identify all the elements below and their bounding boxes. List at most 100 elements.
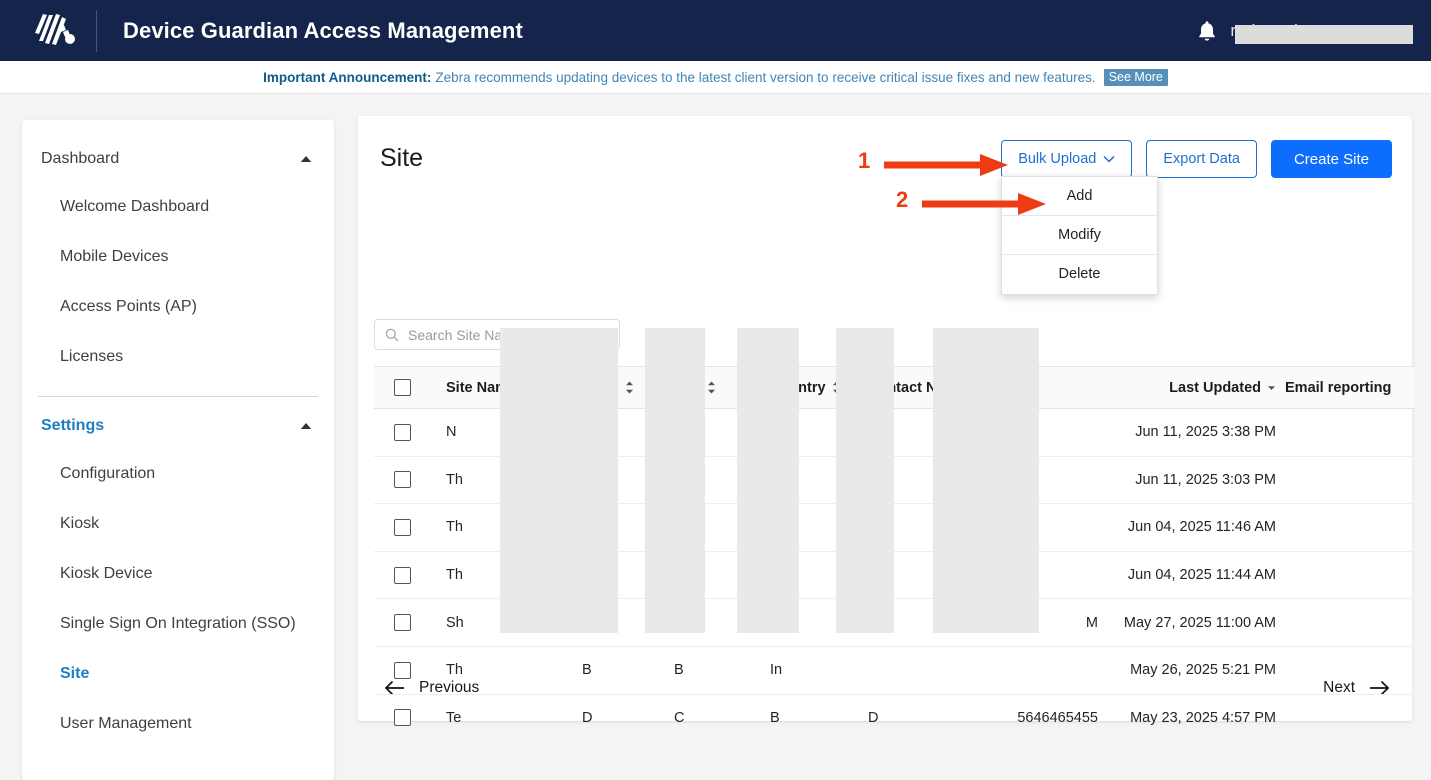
dropdown-item-modify[interactable]: Modify: [1002, 216, 1157, 255]
announcement-message: Zebra recommends updating devices to the…: [435, 69, 1096, 85]
top-bar-right-group: redacted-user-name: [1196, 0, 1414, 61]
cell-site-name: N: [430, 408, 582, 457]
announcement-label: Important Announcement:: [263, 69, 432, 85]
dropdown-item-add[interactable]: Add: [1002, 177, 1157, 216]
cell-phone: [988, 408, 1102, 457]
notification-bell-icon[interactable]: [1196, 19, 1218, 43]
sidebar-item-configuration[interactable]: Configuration: [22, 449, 334, 499]
sort-icon[interactable]: [522, 381, 531, 394]
sidebar-item-sso[interactable]: Single Sign On Integration (SSO): [22, 599, 334, 649]
column-select-all: [374, 366, 430, 409]
column-site-name-label: Site Name: [446, 379, 517, 396]
sidebar-group-settings[interactable]: Settings: [22, 403, 334, 449]
select-all-checkbox[interactable]: [393, 379, 411, 396]
cell-country: In: [770, 551, 868, 600]
cell-country: B: [770, 694, 868, 740]
sidebar-item-access-points[interactable]: Access Points (AP): [22, 282, 334, 332]
cell-email-reporting: 12:00 A: [1284, 598, 1415, 647]
table-row[interactable]: Th B B In Jun 04, 2025 11:46 AM 12:00 A: [374, 503, 1415, 552]
zebra-logo-icon[interactable]: [26, 11, 86, 51]
cell-last-updated: May 26, 2025 5:21 PM: [1102, 646, 1284, 695]
table-row[interactable]: Th B B In Jun 04, 2025 11:44 AM 12:00 A: [374, 551, 1415, 600]
table-row[interactable]: Th B B In Jun 11, 2025 3:03 PM 12:00 A: [374, 456, 1415, 505]
sidebar-item-welcome-dashboard[interactable]: Welcome Dashboard: [22, 182, 334, 232]
cell-email-reporting: 12:00 A: [1284, 408, 1415, 457]
row-checkbox-cell: [374, 408, 430, 457]
panel-action-buttons: Bulk Upload Export Data Create Site: [1001, 140, 1392, 178]
row-checkbox[interactable]: [393, 614, 411, 632]
row-checkbox-cell: [374, 503, 430, 552]
sidebar-item-mobile-devices[interactable]: Mobile Devices: [22, 232, 334, 282]
export-data-button[interactable]: Export Data: [1146, 140, 1257, 178]
user-menu[interactable]: redacted-user-name: [1230, 21, 1414, 44]
table-row[interactable]: Sh b in U M May 27, 2025 11:00 AM 12:00 …: [374, 598, 1415, 647]
column-last-updated[interactable]: Last Updated: [1102, 366, 1284, 409]
sidebar-item-site[interactable]: Site: [22, 649, 334, 699]
chevron-up-icon[interactable]: [300, 155, 312, 163]
cell-site-name: Th: [430, 646, 582, 695]
table-header: Site Name Town: [374, 366, 1415, 409]
cell-phone: M: [988, 598, 1102, 647]
cell-last-updated: Jun 04, 2025 11:46 AM: [1102, 503, 1284, 552]
sort-icon[interactable]: [625, 381, 634, 394]
row-checkbox[interactable]: [393, 566, 411, 584]
column-site-name[interactable]: Site Name: [430, 366, 582, 409]
table-row[interactable]: Te D C B D 5646465455 May 23, 2025 4:57 …: [374, 694, 1415, 740]
table-row[interactable]: N b in Jun 11, 2025 3:38 PM 12:00 A: [374, 408, 1415, 457]
sidebar-item-licenses[interactable]: Licenses: [22, 332, 334, 382]
cell-last-updated: May 27, 2025 11:00 AM: [1102, 598, 1284, 647]
app-title: Device Guardian Access Management: [123, 17, 523, 43]
row-checkbox[interactable]: [393, 471, 411, 489]
sort-icon[interactable]: [832, 381, 841, 394]
cell-phone: [988, 456, 1102, 505]
sidebar-item-label: Welcome Dashboard: [60, 198, 210, 215]
row-checkbox[interactable]: [393, 423, 411, 441]
cell-phone: [988, 551, 1102, 600]
table-row[interactable]: Th B B In May 26, 2025 5:21 PM 12:00 A: [374, 646, 1415, 695]
dropdown-item-delete[interactable]: Delete: [1058, 266, 1101, 282]
row-checkbox-cell: [374, 598, 430, 647]
sidebar-item-kiosk-device[interactable]: Kiosk Device: [22, 549, 334, 599]
column-phone: [988, 366, 1102, 409]
bulk-upload-dropdown-menu: Add Modify Delete: [1001, 176, 1158, 295]
cell-town: [582, 408, 674, 457]
sidebar-item-label: Single Sign On Integration (SSO): [60, 615, 296, 632]
column-contact-name[interactable]: Contact Name: [868, 366, 988, 409]
sort-icon[interactable]: [707, 381, 716, 394]
cell-contact-name: [868, 551, 988, 600]
sort-desc-icon[interactable]: [1267, 381, 1276, 394]
chevron-up-icon[interactable]: [300, 422, 312, 430]
search-site-name-input[interactable]: Search Site Name: [374, 319, 620, 350]
create-site-button[interactable]: Create Site: [1270, 140, 1392, 178]
see-more-button[interactable]: See More: [1103, 68, 1168, 86]
panel-header: Site Bulk Upload Export Data Create Site: [358, 116, 1412, 212]
row-checkbox[interactable]: [393, 518, 411, 536]
row-checkbox[interactable]: [393, 661, 411, 679]
sidebar-group-dashboard[interactable]: Dashboard: [22, 136, 334, 182]
cell-town: [582, 598, 674, 647]
sidebar-group-settings-label: Settings: [41, 417, 105, 434]
row-checkbox[interactable]: [393, 709, 411, 727]
sidebar-item-user-management[interactable]: User Management: [22, 699, 334, 749]
column-country[interactable]: Country: [770, 366, 868, 409]
cell-last-updated: Jun 11, 2025 3:38 PM: [1102, 408, 1284, 457]
cell-contact-name: D: [868, 694, 988, 740]
cell-last-updated: May 23, 2025 4:57 PM: [1102, 694, 1284, 740]
bulk-upload-button[interactable]: Bulk Upload: [1001, 140, 1133, 178]
site-table: Site Name Town: [374, 366, 1415, 740]
sidebar-item-kiosk[interactable]: Kiosk: [22, 499, 334, 549]
column-email-reporting: Email reporting: [1284, 366, 1415, 409]
cell-country: in: [770, 598, 868, 647]
cell-contact-name: [868, 408, 988, 457]
column-city[interactable]: City: [674, 366, 770, 409]
cell-city: b: [674, 408, 770, 457]
column-town[interactable]: Town: [582, 366, 674, 409]
cell-town: B: [582, 503, 674, 552]
column-city-label: City: [674, 379, 702, 396]
sidebar-item-label: Mobile Devices: [60, 248, 169, 265]
search-placeholder: Search Site Name: [408, 326, 522, 343]
column-email-reporting-label: Email reporting: [1285, 379, 1392, 396]
cell-city: B: [674, 646, 770, 695]
table-body: N b in Jun 11, 2025 3:38 PM 12:00 A Th B…: [374, 408, 1415, 740]
table-header-row: Site Name Town: [374, 366, 1415, 409]
